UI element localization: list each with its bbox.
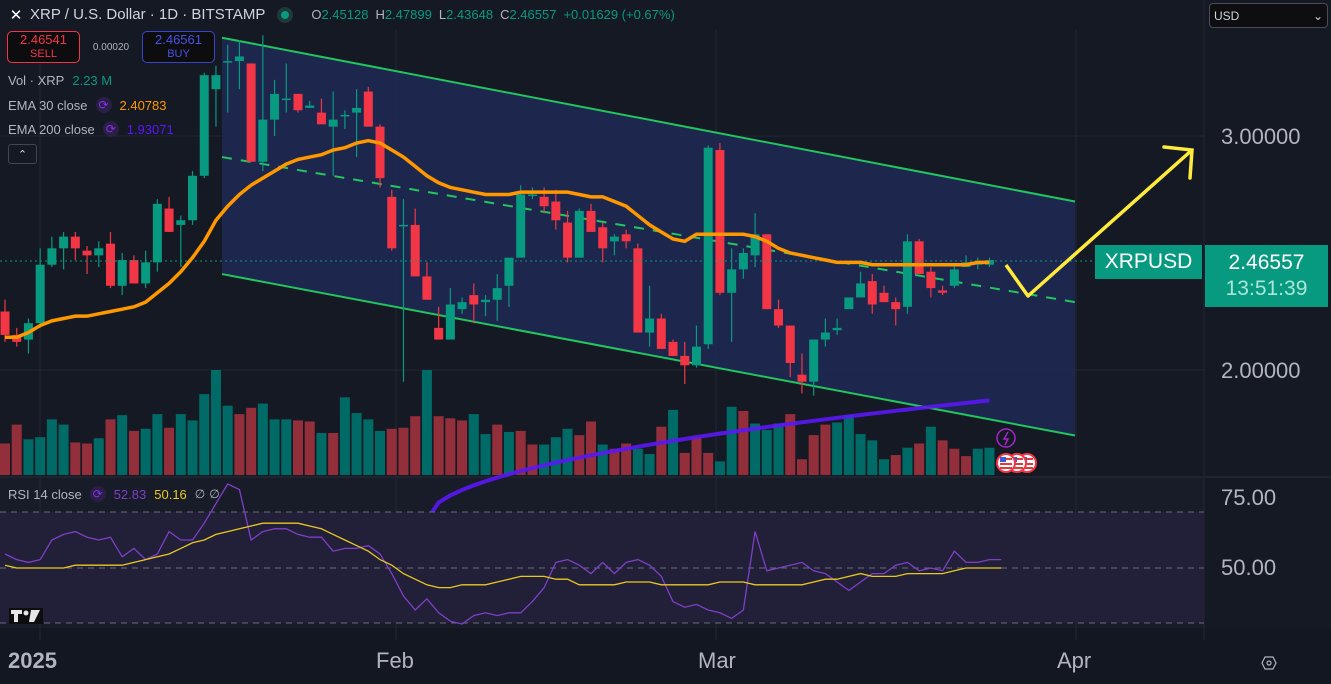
chart-legend: ✕ XRP / U.S. Dollar · 1D · BITSTAMP O2.4…	[8, 6, 675, 24]
price-change: +0.01629 (+0.67%)	[563, 7, 675, 22]
volume-legend[interactable]: Vol · XRP 2.23 M	[8, 73, 113, 88]
close-icon[interactable]: ✕	[9, 6, 23, 24]
volume-bars	[0, 370, 995, 475]
symbol-title[interactable]: XRP / U.S. Dollar · 1D · BITSTAMP	[30, 6, 266, 23]
currency-select[interactable]: USD ⌄	[1209, 3, 1328, 28]
time-axis-label: 2025	[8, 648, 57, 673]
rsi-legend[interactable]: RSI 14 close ⟳ 52.83 50.16 ∅ ∅	[8, 486, 220, 502]
ema200-legend[interactable]: EMA 200 close ⟳ 1.93071	[8, 121, 174, 137]
last-price-tag: 2.46557 13:51:39	[1205, 245, 1328, 307]
refresh-icon[interactable]: ⟳	[102, 121, 119, 137]
rsi-axis-label: 50.00	[1221, 555, 1277, 580]
chevron-down-icon: ⌄	[1312, 8, 1323, 23]
event-icons[interactable]	[996, 428, 1037, 473]
rsi-pane	[0, 483, 1204, 625]
rsi-axis-label: 75.00	[1221, 485, 1277, 510]
market-status-icon[interactable]	[277, 6, 294, 23]
ohlc-values: O2.45128 H2.47899 L2.43648 C2.46557 +0.0…	[311, 7, 675, 22]
collapse-legend-button[interactable]: ⌃	[8, 144, 37, 164]
refresh-icon[interactable]: ⟳	[89, 486, 106, 502]
settings-icon[interactable]	[1261, 655, 1277, 671]
price-axis-label: 3.00000	[1221, 124, 1301, 149]
projection-arrow	[1004, 145, 1194, 298]
price-axis-label: 2.00000	[1221, 358, 1301, 383]
sell-button[interactable]: 2.46541 SELL	[7, 31, 80, 63]
candlesticks	[0, 35, 1095, 396]
chevron-up-icon: ⌃	[17, 148, 28, 161]
ema-lines	[5, 138, 990, 521]
time-axis-label: Mar	[698, 648, 736, 673]
symbol-price-tag: XRPUSD	[1095, 245, 1202, 279]
ema30-legend[interactable]: EMA 30 close ⟳ 2.40783	[8, 97, 167, 113]
buy-button[interactable]: 2.46561 BUY	[142, 31, 215, 63]
bar-countdown: 13:51:39	[1225, 277, 1308, 300]
spread-value: 0.00020	[92, 41, 130, 53]
tradingview-logo[interactable]	[9, 607, 43, 625]
time-axis-label: Apr	[1057, 648, 1092, 673]
refresh-icon[interactable]: ⟳	[95, 97, 112, 113]
trade-panel: 2.46541 SELL 0.00020 2.46561 BUY	[7, 31, 215, 63]
time-axis-label: Feb	[376, 648, 414, 673]
regression-channel	[221, 36, 1076, 437]
